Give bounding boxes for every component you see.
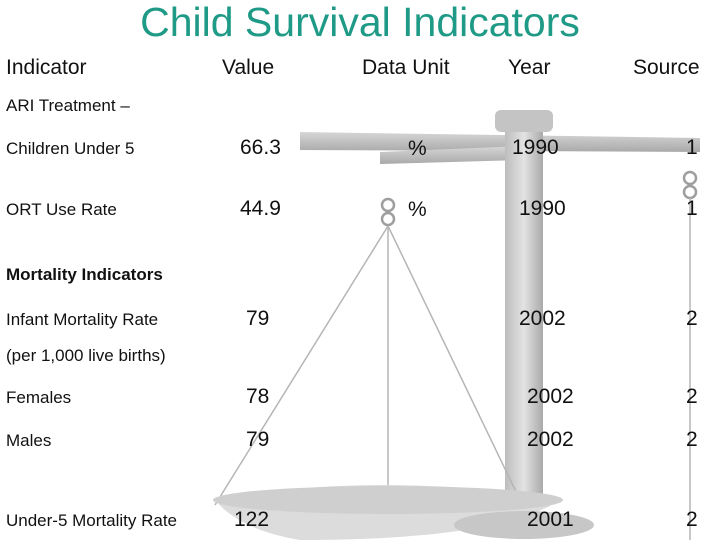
row-year: 2002: [519, 307, 566, 330]
row-value: 66.3: [240, 136, 281, 159]
row-source: 2: [686, 307, 698, 330]
row-value: 122: [234, 508, 270, 531]
page-title: Child Survival Indicators: [140, 0, 580, 45]
row-label: Children Under 5: [6, 139, 135, 158]
row-label: ORT Use Rate: [6, 200, 117, 219]
row-source: 2: [686, 385, 698, 408]
row-year: 1990: [519, 197, 566, 220]
row-label: Infant Mortality Rate: [6, 310, 159, 329]
row-source: 1: [686, 136, 698, 159]
row-source: 2: [686, 428, 698, 451]
header-data-unit: Data Unit: [362, 56, 450, 79]
row-year: 2002: [527, 428, 574, 451]
row-unit: %: [408, 198, 427, 221]
row-year: 2001: [527, 508, 574, 531]
row-value: 78: [246, 385, 270, 408]
row-year: 2002: [527, 385, 574, 408]
header-year: Year: [508, 56, 551, 79]
header-source: Source: [633, 56, 700, 79]
row-source: 2: [686, 508, 698, 531]
row-value: 44.9: [240, 197, 281, 220]
row-value: 79: [246, 307, 270, 330]
row-source: 1: [686, 197, 698, 220]
section-per-1000-live-births: (per 1,000 live births): [6, 346, 166, 365]
header-indicator: Indicator: [6, 56, 87, 79]
row-label: Under-5 Mortality Rate: [6, 511, 178, 530]
row-label: Females: [6, 388, 72, 407]
section-ari-treatment: ARI Treatment –: [6, 96, 130, 115]
section-mortality-indicators: Mortality Indicators: [6, 265, 163, 284]
header-value: Value: [222, 56, 275, 79]
row-value: 79: [246, 428, 270, 451]
row-label: Males: [6, 431, 52, 450]
row-year: 1990: [512, 136, 559, 159]
row-unit: %: [408, 137, 427, 160]
